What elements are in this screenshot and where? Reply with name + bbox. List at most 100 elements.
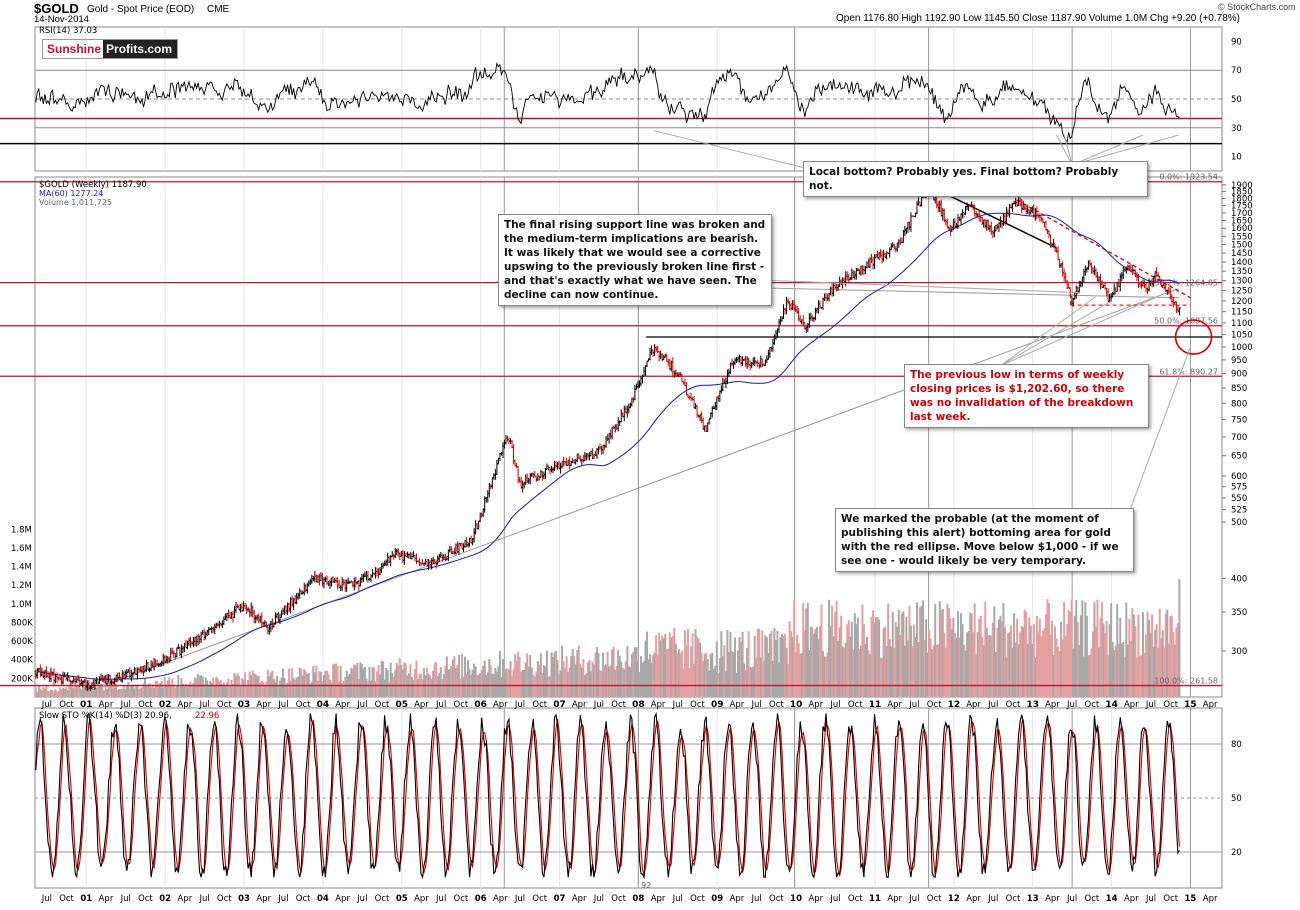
volume-bar: [1032, 624, 1035, 697]
volume-bar: [709, 654, 712, 697]
volume-bar: [195, 678, 198, 697]
volume-bar: [909, 625, 912, 697]
volume-bar: [556, 659, 559, 697]
volume-bar: [641, 662, 644, 697]
volume-bar: [272, 678, 275, 697]
volume-bar: [71, 685, 74, 697]
volume-bar: [761, 630, 764, 697]
chart-symbol: $GOLD: [34, 1, 79, 16]
x-year-label: 10: [790, 700, 803, 710]
volume-bar: [916, 602, 919, 697]
volume-bar: [536, 661, 539, 697]
volume-bar: [1031, 644, 1034, 697]
volume-bar: [1072, 648, 1075, 697]
volume-bar: [457, 654, 460, 697]
volume-bar: [266, 669, 269, 697]
volume-bar: [864, 643, 867, 697]
volume-bar: [1000, 621, 1003, 697]
volume-bar: [922, 600, 925, 697]
volume-bar: [969, 612, 972, 697]
volume-bar: [133, 688, 136, 697]
volume-bar: [1148, 619, 1151, 697]
volume-bar: [743, 663, 746, 697]
volume-bar: [95, 687, 98, 697]
volume-bar: [844, 642, 847, 697]
x-month-label: Apr: [493, 700, 508, 710]
volume-bar: [520, 671, 523, 697]
volume-bar: [856, 617, 859, 697]
volume-bar: [159, 682, 162, 697]
volume-bar: [762, 661, 765, 697]
fib-level-label: 61.8%: 890.27: [1159, 367, 1218, 376]
x-month-label: Oct: [296, 894, 311, 904]
x-month-label: Oct: [1163, 894, 1178, 904]
x-month-label: Oct: [532, 894, 547, 904]
volume-bar: [46, 690, 49, 697]
volume-bar: [1034, 657, 1037, 697]
volume-bar: [618, 655, 621, 697]
volume-bar: [693, 663, 696, 697]
x-month-label: Jul: [1145, 894, 1156, 904]
volume-bar: [356, 662, 359, 697]
callout-connectors: [759, 279, 1191, 511]
volume-tick-label: 1.6M: [11, 544, 32, 554]
volume-bar: [565, 656, 568, 697]
price-tick-label: 1800: [1231, 195, 1253, 205]
volume-bar: [96, 687, 99, 697]
volume-bar: [303, 669, 306, 697]
volume-bar: [752, 666, 755, 697]
volume-bar: [429, 675, 432, 697]
volume-bar: [1029, 625, 1032, 697]
volume-bar: [51, 690, 54, 697]
volume-bar: [242, 679, 245, 697]
volume-bar: [777, 662, 780, 697]
volume-bar: [1098, 647, 1101, 697]
volume-bar: [468, 669, 471, 697]
x-year-label: 09: [711, 894, 723, 904]
volume-bar: [435, 662, 438, 697]
x-month-label: Oct: [611, 700, 626, 710]
volume-bar: [615, 666, 618, 697]
volume-bar: [473, 663, 476, 697]
volume-bar: [87, 689, 90, 697]
volume-bar: [460, 653, 463, 697]
volume-bar: [1176, 623, 1179, 697]
volume-bar: [106, 689, 109, 697]
volume-bar: [617, 650, 620, 697]
volume-bar: [163, 676, 166, 697]
volume-bar: [251, 670, 254, 697]
price-tick-label: 1850: [1231, 188, 1253, 198]
volume-bar: [52, 691, 55, 697]
volume-bar: [982, 645, 985, 697]
volume-bar: [128, 688, 131, 697]
volume-bar: [925, 619, 928, 697]
volume-bar: [759, 657, 762, 697]
x-month-label: Oct: [927, 894, 942, 904]
volume-bar: [573, 656, 576, 697]
volume-bar: [600, 670, 603, 697]
volume-bar: [1135, 657, 1138, 697]
volume-bar: [118, 689, 121, 697]
volume-bar: [110, 680, 113, 697]
volume-bar: [154, 681, 157, 697]
volume-bar: [633, 647, 636, 697]
volume-bar: [1129, 641, 1132, 697]
x-year-label: 02: [159, 894, 171, 904]
volume-bar: [84, 686, 87, 697]
volume-bar: [608, 666, 611, 697]
x-year-label: 14: [1105, 700, 1118, 710]
volume-bar: [153, 687, 156, 697]
volume-bar: [292, 677, 295, 697]
volume-bar: [973, 603, 976, 697]
volume-bar: [787, 664, 790, 697]
volume-bar: [676, 653, 679, 697]
volume-bar: [873, 622, 876, 697]
volume-bar: [638, 671, 641, 697]
x-year-label: 03: [238, 894, 250, 904]
volume-bar: [45, 685, 48, 697]
volume-bar: [500, 676, 503, 697]
volume-bar: [594, 652, 597, 697]
volume-bar: [42, 686, 45, 697]
volume-bar: [643, 661, 646, 697]
volume-bar: [353, 664, 356, 697]
